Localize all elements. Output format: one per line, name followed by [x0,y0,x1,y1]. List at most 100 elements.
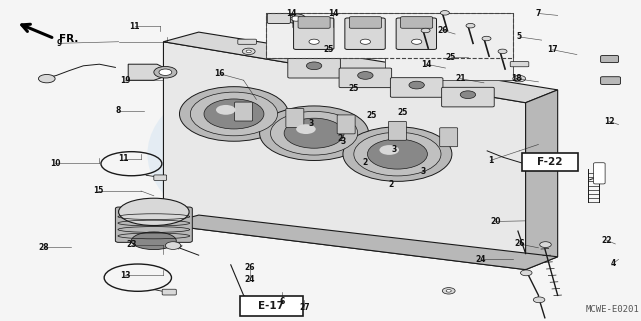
Polygon shape [128,64,163,80]
Circle shape [287,14,306,23]
Circle shape [360,39,370,44]
Circle shape [533,297,545,303]
Ellipse shape [147,74,391,234]
Bar [266,13,513,58]
Circle shape [358,72,373,79]
Text: 3: 3 [340,137,345,146]
FancyBboxPatch shape [601,56,619,63]
Text: 23: 23 [126,240,137,249]
Text: 14: 14 [287,9,297,18]
Circle shape [540,242,551,247]
FancyBboxPatch shape [440,128,458,147]
Text: 17: 17 [547,45,558,54]
FancyBboxPatch shape [337,115,355,134]
Circle shape [306,62,322,70]
Text: 27: 27 [299,303,310,312]
Text: F-22: F-22 [537,157,563,168]
Text: 14: 14 [328,9,338,18]
Circle shape [498,49,507,54]
Text: 3: 3 [308,119,313,128]
Text: 4: 4 [611,259,616,268]
FancyBboxPatch shape [442,87,494,107]
Circle shape [190,92,278,136]
Circle shape [440,11,449,15]
Circle shape [38,74,55,83]
FancyBboxPatch shape [594,163,605,184]
Polygon shape [526,90,558,270]
Text: 13: 13 [120,271,130,280]
Ellipse shape [119,198,189,225]
Circle shape [446,290,451,292]
FancyBboxPatch shape [235,102,253,121]
FancyBboxPatch shape [396,18,437,49]
Text: E-17: E-17 [258,300,284,311]
Polygon shape [163,32,558,103]
Text: 25: 25 [445,53,456,62]
Polygon shape [163,42,526,270]
Text: 26: 26 [245,263,255,272]
Ellipse shape [131,232,176,250]
Circle shape [442,288,455,294]
Circle shape [154,66,177,78]
Text: 24: 24 [476,255,486,264]
Text: 20: 20 [490,217,501,226]
Text: 14: 14 [421,60,431,69]
Circle shape [216,105,236,115]
Text: 11: 11 [119,154,129,163]
FancyBboxPatch shape [339,68,392,88]
FancyBboxPatch shape [601,77,620,84]
Circle shape [284,118,344,148]
Circle shape [296,124,316,134]
FancyBboxPatch shape [267,13,290,23]
Circle shape [517,77,522,80]
Circle shape [412,39,422,44]
Circle shape [343,127,452,181]
Text: 6: 6 [279,297,285,306]
Circle shape [367,139,428,169]
Text: 8: 8 [116,106,121,115]
Text: 18: 18 [511,74,521,83]
FancyBboxPatch shape [238,39,256,44]
Polygon shape [163,215,558,270]
Circle shape [271,111,358,155]
FancyBboxPatch shape [298,17,330,28]
FancyBboxPatch shape [294,18,334,49]
Text: 15: 15 [93,187,103,195]
Circle shape [421,28,430,33]
Text: 2: 2 [363,158,368,167]
FancyBboxPatch shape [154,175,167,180]
FancyBboxPatch shape [286,108,304,127]
Text: 5: 5 [517,32,522,41]
FancyBboxPatch shape [349,17,381,28]
Text: 26: 26 [437,26,447,35]
FancyBboxPatch shape [345,18,385,49]
Text: FR.: FR. [59,34,78,44]
Circle shape [409,81,424,89]
Text: 9: 9 [56,39,62,48]
Circle shape [466,23,475,28]
Circle shape [482,36,491,41]
Text: 7: 7 [536,9,541,18]
Circle shape [513,75,526,82]
Circle shape [246,50,251,53]
Circle shape [204,99,264,129]
Circle shape [165,242,181,249]
Text: 10: 10 [50,159,60,168]
FancyBboxPatch shape [240,296,303,316]
Text: 22: 22 [601,236,612,245]
Circle shape [354,132,441,176]
Text: 25: 25 [323,45,333,54]
Text: 16: 16 [215,69,225,78]
Circle shape [159,69,172,75]
FancyBboxPatch shape [522,153,578,171]
Circle shape [260,106,369,160]
Text: 3: 3 [420,167,426,176]
Text: 2: 2 [337,134,342,143]
Text: 28: 28 [38,243,49,252]
Text: 2: 2 [388,180,394,189]
Text: 11: 11 [129,22,140,31]
FancyBboxPatch shape [388,121,406,140]
Text: 25: 25 [349,84,359,93]
Circle shape [520,270,532,276]
FancyBboxPatch shape [162,289,176,295]
